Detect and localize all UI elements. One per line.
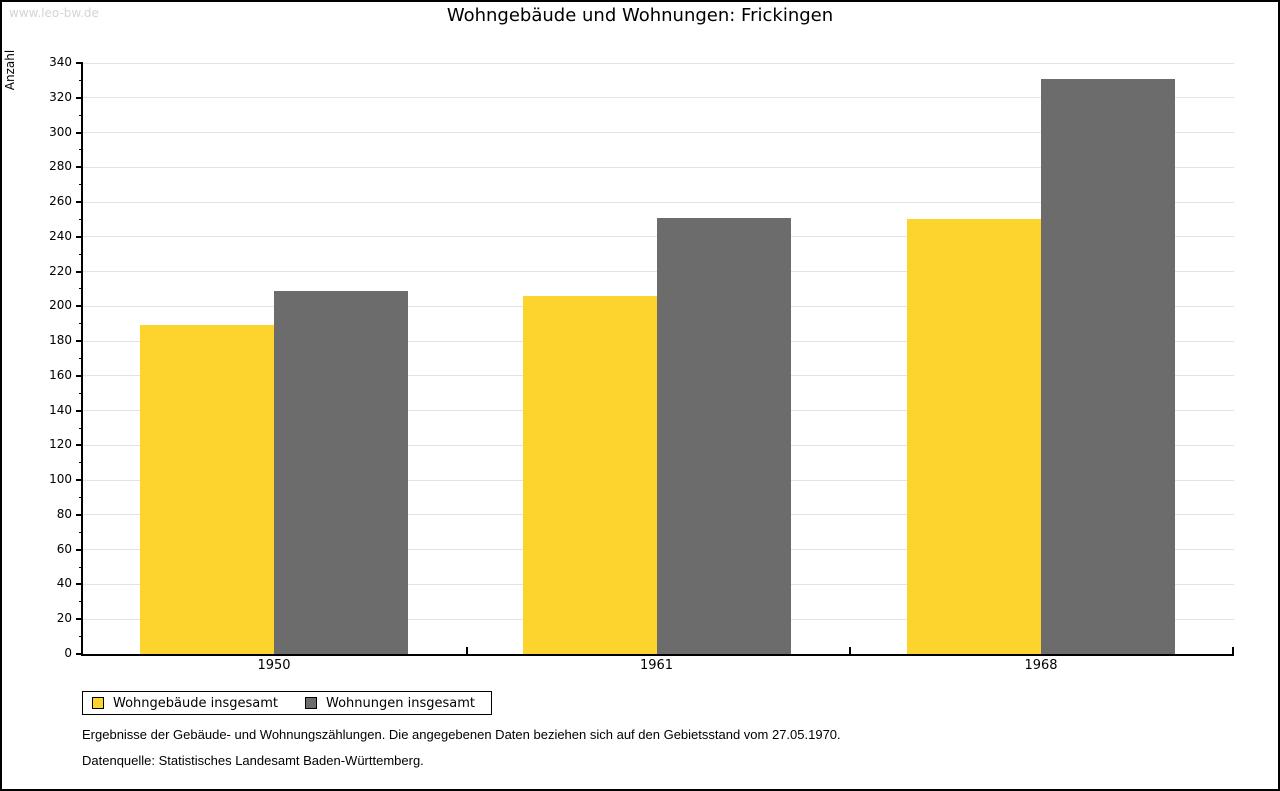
footer-datasource: Datenquelle: Statistisches Landesamt Bad… — [82, 753, 424, 768]
y-tick-major — [76, 618, 83, 621]
y-tick-major — [76, 583, 83, 586]
bar-1961-wohngebaeude — [522, 295, 657, 654]
y-tick-major — [76, 479, 83, 482]
chart-title: Wohngebäude und Wohnungen: Frickingen — [446, 5, 834, 26]
y-tick-label: 80 — [56, 506, 72, 521]
gridline — [83, 132, 1234, 134]
y-tick-label: 0 — [64, 646, 72, 660]
bar-1968-wohngebaeude — [907, 219, 1041, 654]
legend-item-wohngebaeude: Wohngebäude insgesamt — [92, 696, 278, 711]
y-tick-label: 60 — [56, 541, 72, 556]
legend-item-wohnungen: Wohnungen insgesamt — [305, 696, 475, 711]
y-tick-label: 220 — [49, 263, 72, 278]
x-axis-tick — [465, 647, 468, 654]
y-tick-major — [76, 513, 83, 516]
gridline — [83, 62, 1234, 64]
gridline — [83, 201, 1234, 203]
x-axis-tick — [849, 647, 851, 654]
y-tick-label: 300 — [49, 124, 72, 139]
legend: Wohngebäude insgesamt Wohnungen insgesam… — [82, 691, 492, 715]
legend-swatch-yellow — [92, 697, 104, 709]
bar-1961-wohnungen — [656, 217, 791, 654]
legend-label: Wohngebäude insgesamt — [113, 695, 278, 711]
bar-1950-wohngebaeude — [140, 325, 274, 654]
y-tick-label: 240 — [49, 228, 72, 243]
y-tick-label: 140 — [49, 402, 72, 417]
y-axis-line — [81, 63, 83, 656]
y-tick-major — [76, 62, 83, 64]
y-axis-label: Anzahl — [3, 49, 17, 91]
y-tick-label: 340 — [49, 55, 72, 69]
x-tick-label: 1968 — [1024, 658, 1058, 673]
legend-swatch-gray — [305, 697, 317, 709]
bar-1968-wohnungen — [1041, 78, 1175, 654]
gridline — [83, 97, 1234, 99]
y-tick-label: 120 — [49, 437, 72, 452]
y-tick-major — [76, 131, 83, 134]
y-tick-major — [76, 653, 83, 655]
y-tick-label: 20 — [56, 611, 72, 626]
y-tick-major — [76, 409, 83, 412]
y-tick-label: 160 — [49, 367, 72, 382]
x-axis-tick — [1232, 647, 1234, 654]
plot-area: 0 20 40 60 80 100 120 140 160 180 200 220 240 260 280 3… — [49, 55, 1234, 673]
y-tick-major — [76, 201, 83, 204]
x-axis-line — [81, 654, 1234, 656]
footer-note: Ergebnisse der Gebäude- und Wohnungszähl… — [82, 727, 841, 742]
y-tick-major — [76, 305, 83, 308]
y-tick-major — [76, 548, 83, 551]
y-tick-label: 320 — [49, 89, 72, 104]
y-tick-label: 260 — [49, 194, 72, 209]
y-tick-major — [76, 235, 83, 238]
gridline — [83, 166, 1234, 168]
legend-label: Wohnungen insgesamt — [326, 695, 475, 711]
y-tick-major — [76, 166, 83, 169]
y-tick-major — [76, 444, 83, 447]
y-tick-label: 40 — [56, 576, 72, 591]
y-tick-major — [76, 374, 83, 377]
bar-1950-wohnungen — [274, 290, 408, 654]
y-tick-label: 200 — [49, 298, 72, 313]
y-tick-major — [76, 96, 83, 99]
x-tick-label: 1961 — [639, 658, 674, 673]
y-tick-major — [76, 270, 83, 273]
y-tick-major — [76, 340, 83, 343]
y-tick-label: 180 — [49, 333, 72, 348]
y-tick-label: 280 — [49, 159, 72, 174]
y-tick-label: 100 — [49, 472, 72, 487]
watermark: www.leo-bw.de — [9, 6, 99, 20]
x-tick-label: 1950 — [257, 658, 291, 673]
